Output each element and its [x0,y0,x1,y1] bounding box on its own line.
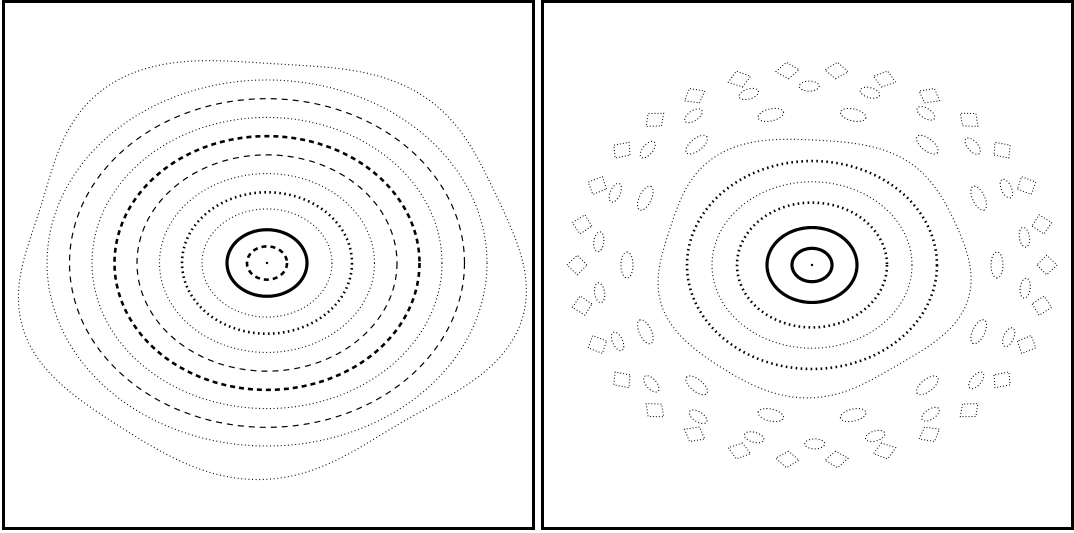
phase-portrait-right [541,0,1074,530]
outer-chaotic-lobe [683,426,706,443]
island-chain-1-island [915,134,939,155]
island-chain-2-island [864,429,886,443]
orbit-ring-6 [657,138,972,399]
outer-chaotic-lobe [1036,254,1058,276]
orbit-ring-2 [765,225,859,305]
island-chain-2-island [738,87,760,101]
outer-chaotic-lobe [1031,295,1053,316]
island-chain-1-island [757,107,785,123]
island-chain-1-island [970,185,988,211]
island-chain-2-island [593,231,605,253]
island-chain-2-island [1018,226,1031,248]
island-chain-2-island [608,182,622,203]
island-chain-1-island [636,319,654,345]
outer-chaotic-lobe [774,450,800,469]
island-chain-1-island [685,375,709,396]
island-chain-2-island [1002,327,1016,348]
orbit-ring-5 [158,173,376,353]
orbit-ring-1 [790,246,834,284]
island-chain-1-island [970,319,988,345]
outer-chaotic-lobe [727,70,752,88]
orbit-ring-3 [201,208,333,318]
outer-chaotic-lobe [645,112,665,127]
outer-chaotic-lobe [824,450,850,469]
center-fixed-point [265,261,269,265]
island-chain-2-island [688,409,708,425]
orbit-ring-2 [225,228,309,298]
outer-chaotic-lobe [587,334,608,355]
island-chain-1-island [915,375,939,396]
outer-chaotic-lobe [993,141,1011,159]
outer-chaotic-lobe [727,442,752,460]
outer-chaotic-lobe [918,426,941,443]
island-chain-1-island [839,107,867,123]
island-chain-1-island [636,185,654,211]
outer-chaotic-lobe [959,112,979,127]
outer-chaotic-lobe [872,70,897,88]
outer-chaotic-lobe [959,403,979,418]
outer-chaotic-lobe [683,87,706,104]
island-chain-1-island [685,134,709,155]
orbit-ring-5 [685,159,939,371]
island-chain-2-island [921,406,940,422]
island-chain-2-island [593,282,606,304]
outer-chaotic-lobe [872,442,897,460]
outer-chaotic-lobe [993,371,1011,389]
orbit-rings-right [566,61,1058,469]
island-chain-1-island [620,251,634,279]
island-chain-1-island [839,407,867,423]
orbit-ring-6 [136,154,398,372]
orbit-ring-3 [735,201,889,329]
orbit-ring-4 [711,181,913,349]
outer-chaotic-lobe [613,141,631,159]
orbit-ring-7 [113,134,421,392]
outer-chaotic-lobe [566,254,588,276]
island-chain-2-island [684,108,703,124]
phase-portrait-left [2,0,535,530]
center-fixed-point [810,263,814,267]
orbit-ring-1 [245,245,289,281]
island-chain-2-island [859,86,881,99]
outer-chaotic-lobe [613,371,631,389]
outer-chaotic-lobe [571,295,593,316]
island-chain-2-island [916,105,936,121]
island-chain-2-island [1019,277,1031,299]
orbit-ring-8 [91,116,443,410]
orbit-rings-left [17,60,527,481]
outer-chaotic-lobe [571,214,593,235]
island-chain-2-island [610,331,625,352]
island-chain-2-island [968,371,985,390]
orbit-ring-11 [17,60,527,481]
outer-chaotic-lobe [824,61,850,80]
island-chain-1-island [757,407,785,423]
outer-chaotic-lobe [587,175,608,196]
outer-chaotic-lobe [645,403,665,418]
island-chain-2-island [743,431,765,444]
orbit-ring-4 [180,190,354,336]
outer-chaotic-lobe [1016,334,1037,355]
outer-chaotic-lobe [918,87,941,104]
island-chain-2-island [999,178,1014,199]
orbit-ring-10 [46,79,488,447]
island-chain-2-island [798,80,820,92]
island-chain-2-island [643,375,660,393]
island-chain-2-island [639,140,656,159]
island-chain-2-island [804,438,826,450]
outer-chaotic-lobe [1031,214,1053,235]
island-chain-1-island [990,251,1004,279]
island-chain-2-island [964,137,981,155]
outer-chaotic-lobe [1016,175,1037,196]
outer-chaotic-lobe [774,61,800,80]
